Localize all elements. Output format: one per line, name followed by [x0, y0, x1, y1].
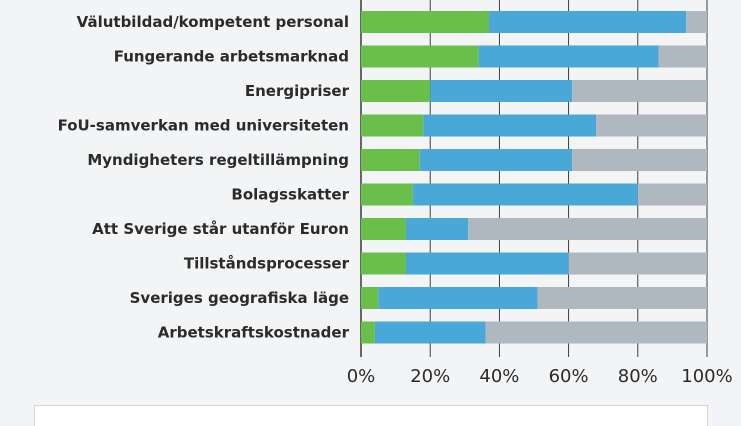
- category-label: Fungerande arbetsmarknad: [114, 48, 349, 66]
- category-label: Tillståndsprocesser: [184, 255, 350, 273]
- bar-segment: [361, 218, 406, 240]
- bar-segment: [637, 183, 707, 206]
- bar-segment: [361, 252, 406, 275]
- category-label: Energipriser: [245, 82, 350, 100]
- bar-segment: [468, 218, 707, 240]
- bar-segment: [361, 80, 431, 102]
- bar-segment: [686, 11, 707, 33]
- x-tick-label: 20%: [410, 366, 450, 387]
- bar-segment: [568, 252, 707, 275]
- stacked-bar-chart: Välutbildad/kompetent personal Fungerande…: [34, 0, 733, 426]
- bar-segment: [658, 45, 707, 68]
- category-label: Att Sverige står utanför Euron: [92, 220, 349, 238]
- bar-segment: [374, 321, 486, 344]
- bar-layer: [361, 11, 707, 344]
- bar-segment: [412, 183, 638, 206]
- x-tick-label: 80%: [618, 366, 658, 387]
- bar-segment: [572, 149, 707, 171]
- bar-segment: [430, 80, 573, 102]
- bar-segment: [423, 114, 597, 137]
- x-tick-label: 40%: [479, 366, 519, 387]
- bar-segment: [478, 45, 659, 68]
- category-label: Arbetskraftskostnader: [158, 324, 350, 342]
- bar-segment: [419, 149, 573, 171]
- chart-svg: Välutbildad/kompetent personal Fungerande…: [58, 0, 733, 387]
- x-tick-label: 60%: [549, 366, 589, 387]
- bar-segment: [361, 45, 479, 68]
- bar-segment: [361, 321, 375, 344]
- bar-segment: [361, 287, 379, 309]
- category-label: Välutbildad/kompetent personal: [77, 13, 349, 31]
- category-labels: Välutbildad/kompetent personal Fungerande…: [58, 13, 350, 342]
- x-tick-label: 0%: [347, 366, 376, 387]
- category-label: Bolagsskatter: [231, 186, 349, 204]
- bar-segment: [405, 252, 569, 275]
- bar-segment: [361, 114, 424, 137]
- bar-segment: [572, 80, 707, 102]
- bar-segment: [405, 218, 469, 240]
- bar-segment: [596, 114, 707, 137]
- bar-segment: [378, 287, 538, 309]
- bar-segment: [537, 287, 707, 309]
- bar-segment: [361, 183, 413, 206]
- x-axis-ticks: 0% 20% 40% 60% 80% 100%: [347, 366, 733, 387]
- category-label: Myndigheters regeltillämpning: [87, 151, 349, 169]
- category-label: Sveriges geografiska läge: [130, 289, 349, 307]
- bar-segment: [361, 149, 420, 171]
- x-tick-label: 100%: [681, 366, 732, 387]
- bar-segment: [489, 11, 687, 33]
- bar-segment: [361, 11, 490, 33]
- category-label: FoU-samverkan med universiteten: [58, 117, 349, 135]
- bar-segment: [485, 321, 707, 344]
